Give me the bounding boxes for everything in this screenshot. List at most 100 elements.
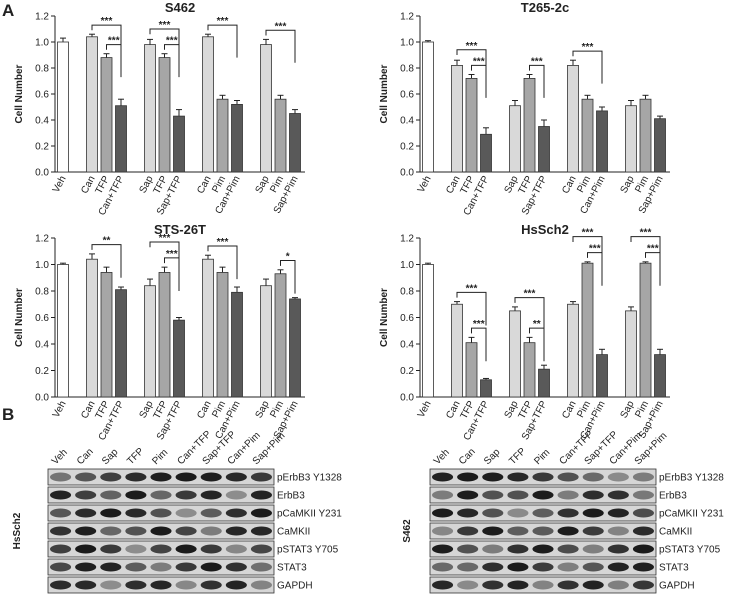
significance-label: *** <box>647 244 659 255</box>
x-tick-label: Sap <box>254 399 272 420</box>
lane-label: Pim <box>150 447 170 467</box>
bar <box>173 115 185 173</box>
bar <box>260 285 272 398</box>
blot-band <box>150 562 172 572</box>
blot-band <box>50 580 72 590</box>
y-tick-label: 1.2 <box>35 234 49 245</box>
bar <box>202 36 214 173</box>
blot-band <box>125 562 147 572</box>
y-tick-label: 1.2 <box>35 12 49 23</box>
band-label: GAPDH <box>659 581 695 592</box>
blot-band <box>457 472 479 482</box>
significance-bracket <box>280 260 296 294</box>
blot-band <box>175 526 197 536</box>
chart-title: STS-26T <box>154 222 206 237</box>
blot-band <box>607 508 629 518</box>
bar <box>115 105 127 173</box>
x-tick-label: Can <box>195 174 213 195</box>
bar <box>216 272 229 398</box>
blot-band <box>250 508 272 518</box>
blot-band <box>225 562 247 572</box>
blot-band <box>75 508 97 518</box>
significance-bracket <box>207 24 238 58</box>
blot-band <box>482 544 504 554</box>
blot-band <box>225 472 247 482</box>
bar <box>451 303 463 398</box>
blot-band <box>150 526 172 536</box>
blot-band <box>582 562 604 572</box>
significance-bracket <box>106 44 122 78</box>
y-tick-label: 0.2 <box>400 142 414 153</box>
lane-label: Can <box>457 446 478 467</box>
bar <box>465 342 478 398</box>
y-tick-label: 0.4 <box>400 340 414 351</box>
bar <box>144 44 156 173</box>
lane-label: TFP <box>507 446 528 467</box>
blot-band <box>100 472 122 482</box>
y-tick-label: 0.6 <box>400 90 414 101</box>
x-tick-label: Veh <box>51 399 69 419</box>
blot-band <box>75 472 97 482</box>
bar <box>480 379 492 398</box>
blot-band <box>432 562 454 572</box>
significance-label: *** <box>466 283 478 294</box>
significance-bracket <box>529 64 545 98</box>
blot-band <box>532 526 554 536</box>
blot-strip <box>429 576 657 594</box>
blot-band <box>175 544 197 554</box>
significance-label: *** <box>275 21 287 32</box>
x-tick-label: Sap <box>619 174 637 195</box>
y-tick-label: 0.8 <box>35 287 49 298</box>
y-tick-label: 0.0 <box>400 393 414 404</box>
blot-band <box>50 508 72 518</box>
bar-chart: S462 Cell Number 0.0 0.2 0.4 0.6 0.8 1.0 1.2 Veh C… <box>14 0 305 217</box>
panel-label: A <box>2 1 14 20</box>
blot-band <box>632 580 654 590</box>
band-label: GAPDH <box>277 581 313 592</box>
y-tick-label: 0.6 <box>400 313 414 324</box>
blot-band <box>482 472 504 482</box>
blot-band <box>632 562 654 572</box>
significance-label: *** <box>466 41 478 52</box>
bar <box>86 258 98 398</box>
y-tick-label: 1.2 <box>400 234 414 245</box>
bar <box>639 98 652 173</box>
blot-band <box>225 544 247 554</box>
lane-label: Veh <box>50 447 70 467</box>
bar <box>57 41 69 173</box>
blot-band <box>150 472 172 482</box>
blot-band <box>607 526 629 536</box>
bar <box>86 36 98 173</box>
blot-band <box>175 508 197 518</box>
significance-label: *** <box>101 16 113 27</box>
blot-band <box>457 526 479 536</box>
blot-band <box>607 490 629 500</box>
blot-band <box>482 562 504 572</box>
bar <box>654 118 666 173</box>
cell-line-label: HsSch2 <box>12 512 23 549</box>
blot-band <box>532 508 554 518</box>
blot-band <box>75 562 97 572</box>
bar <box>231 104 243 173</box>
y-tick-label: 0.6 <box>35 90 49 101</box>
significance-label: *** <box>159 20 171 31</box>
bar <box>115 289 127 398</box>
y-axis-label: Cell Number <box>14 288 25 347</box>
blot-band <box>557 472 579 482</box>
y-axis-label: Cell Number <box>379 64 390 123</box>
bar <box>523 342 536 398</box>
blot-band <box>482 490 504 500</box>
bar <box>274 273 287 398</box>
significance-bracket <box>149 241 180 276</box>
bar-chart: HsSch2 Cell Number 0.0 0.2 0.4 0.6 0.8 1.0 1.2 Ve… <box>379 222 670 442</box>
blot-band <box>582 544 604 554</box>
blot-band <box>457 580 479 590</box>
blot-band <box>532 490 554 500</box>
bar <box>538 126 550 173</box>
x-tick-label: Can <box>560 174 578 195</box>
bar <box>289 113 301 173</box>
blot-band <box>50 562 72 572</box>
blot-band <box>432 508 454 518</box>
blot-band <box>75 544 97 554</box>
